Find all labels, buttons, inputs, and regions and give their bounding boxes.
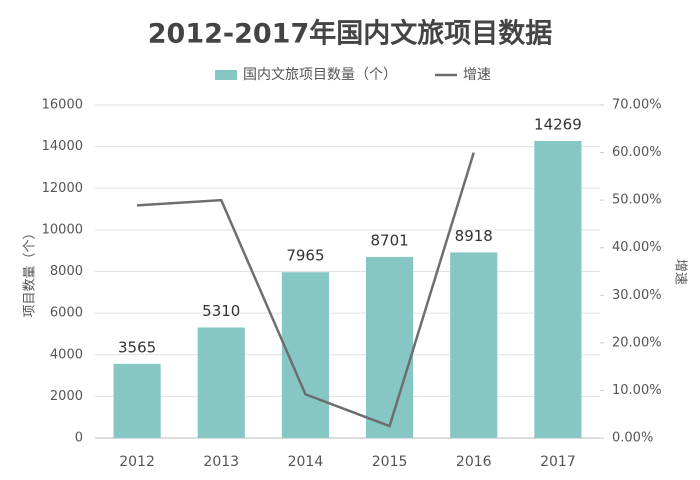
y-tick-label: 16000 bbox=[42, 98, 83, 113]
x-tick-label: 2017 bbox=[540, 454, 576, 470]
line bbox=[137, 152, 475, 428]
bar bbox=[450, 252, 498, 438]
y2-tick-label: 0.00% bbox=[612, 431, 653, 446]
y-tick-label: 12000 bbox=[42, 181, 83, 196]
bar bbox=[113, 363, 161, 438]
data-label: 8918 bbox=[455, 227, 493, 245]
data-label: 8701 bbox=[370, 231, 408, 249]
y2-axis-label: 增速 bbox=[673, 259, 688, 285]
x-tick-label: 2014 bbox=[288, 454, 324, 470]
bar bbox=[366, 256, 414, 438]
y2-tick-label: 40.00% bbox=[612, 240, 662, 255]
x-tick-label: 2016 bbox=[456, 454, 492, 470]
data-label: 5310 bbox=[202, 302, 240, 320]
legend-label: 国内文旅项目数量（个） bbox=[243, 67, 397, 83]
data-label: 7965 bbox=[286, 247, 324, 265]
data-label: 3565 bbox=[118, 338, 156, 356]
x-tick-label: 2015 bbox=[372, 454, 408, 470]
bar bbox=[197, 327, 245, 438]
y-tick-label: 6000 bbox=[50, 306, 83, 321]
data-label: 14269 bbox=[534, 116, 582, 134]
y-tick-label: 10000 bbox=[42, 222, 83, 237]
chart-title: 2012-2017年国内文旅项目数据 bbox=[148, 18, 553, 50]
y-axis-label: 项目数量（个） bbox=[23, 226, 38, 317]
legend-swatch bbox=[215, 70, 237, 80]
y2-tick-label: 10.00% bbox=[612, 383, 662, 398]
y-tick-label: 14000 bbox=[42, 139, 83, 154]
y-tick-label: 4000 bbox=[50, 347, 83, 362]
y2-tick-label: 60.00% bbox=[612, 145, 662, 160]
y-tick-label: 8000 bbox=[50, 264, 83, 279]
legend-label: 增速 bbox=[463, 67, 491, 83]
y2-tick-label: 70.00% bbox=[612, 98, 662, 113]
y2-tick-label: 50.00% bbox=[612, 193, 662, 208]
y-tick-label: 0 bbox=[75, 431, 83, 446]
x-tick-label: 2012 bbox=[119, 454, 155, 470]
y2-tick-label: 30.00% bbox=[612, 288, 662, 303]
y2-tick-label: 20.00% bbox=[612, 335, 662, 350]
x-tick-label: 2013 bbox=[203, 454, 239, 470]
y-tick-label: 2000 bbox=[50, 389, 83, 404]
bar bbox=[534, 141, 582, 439]
